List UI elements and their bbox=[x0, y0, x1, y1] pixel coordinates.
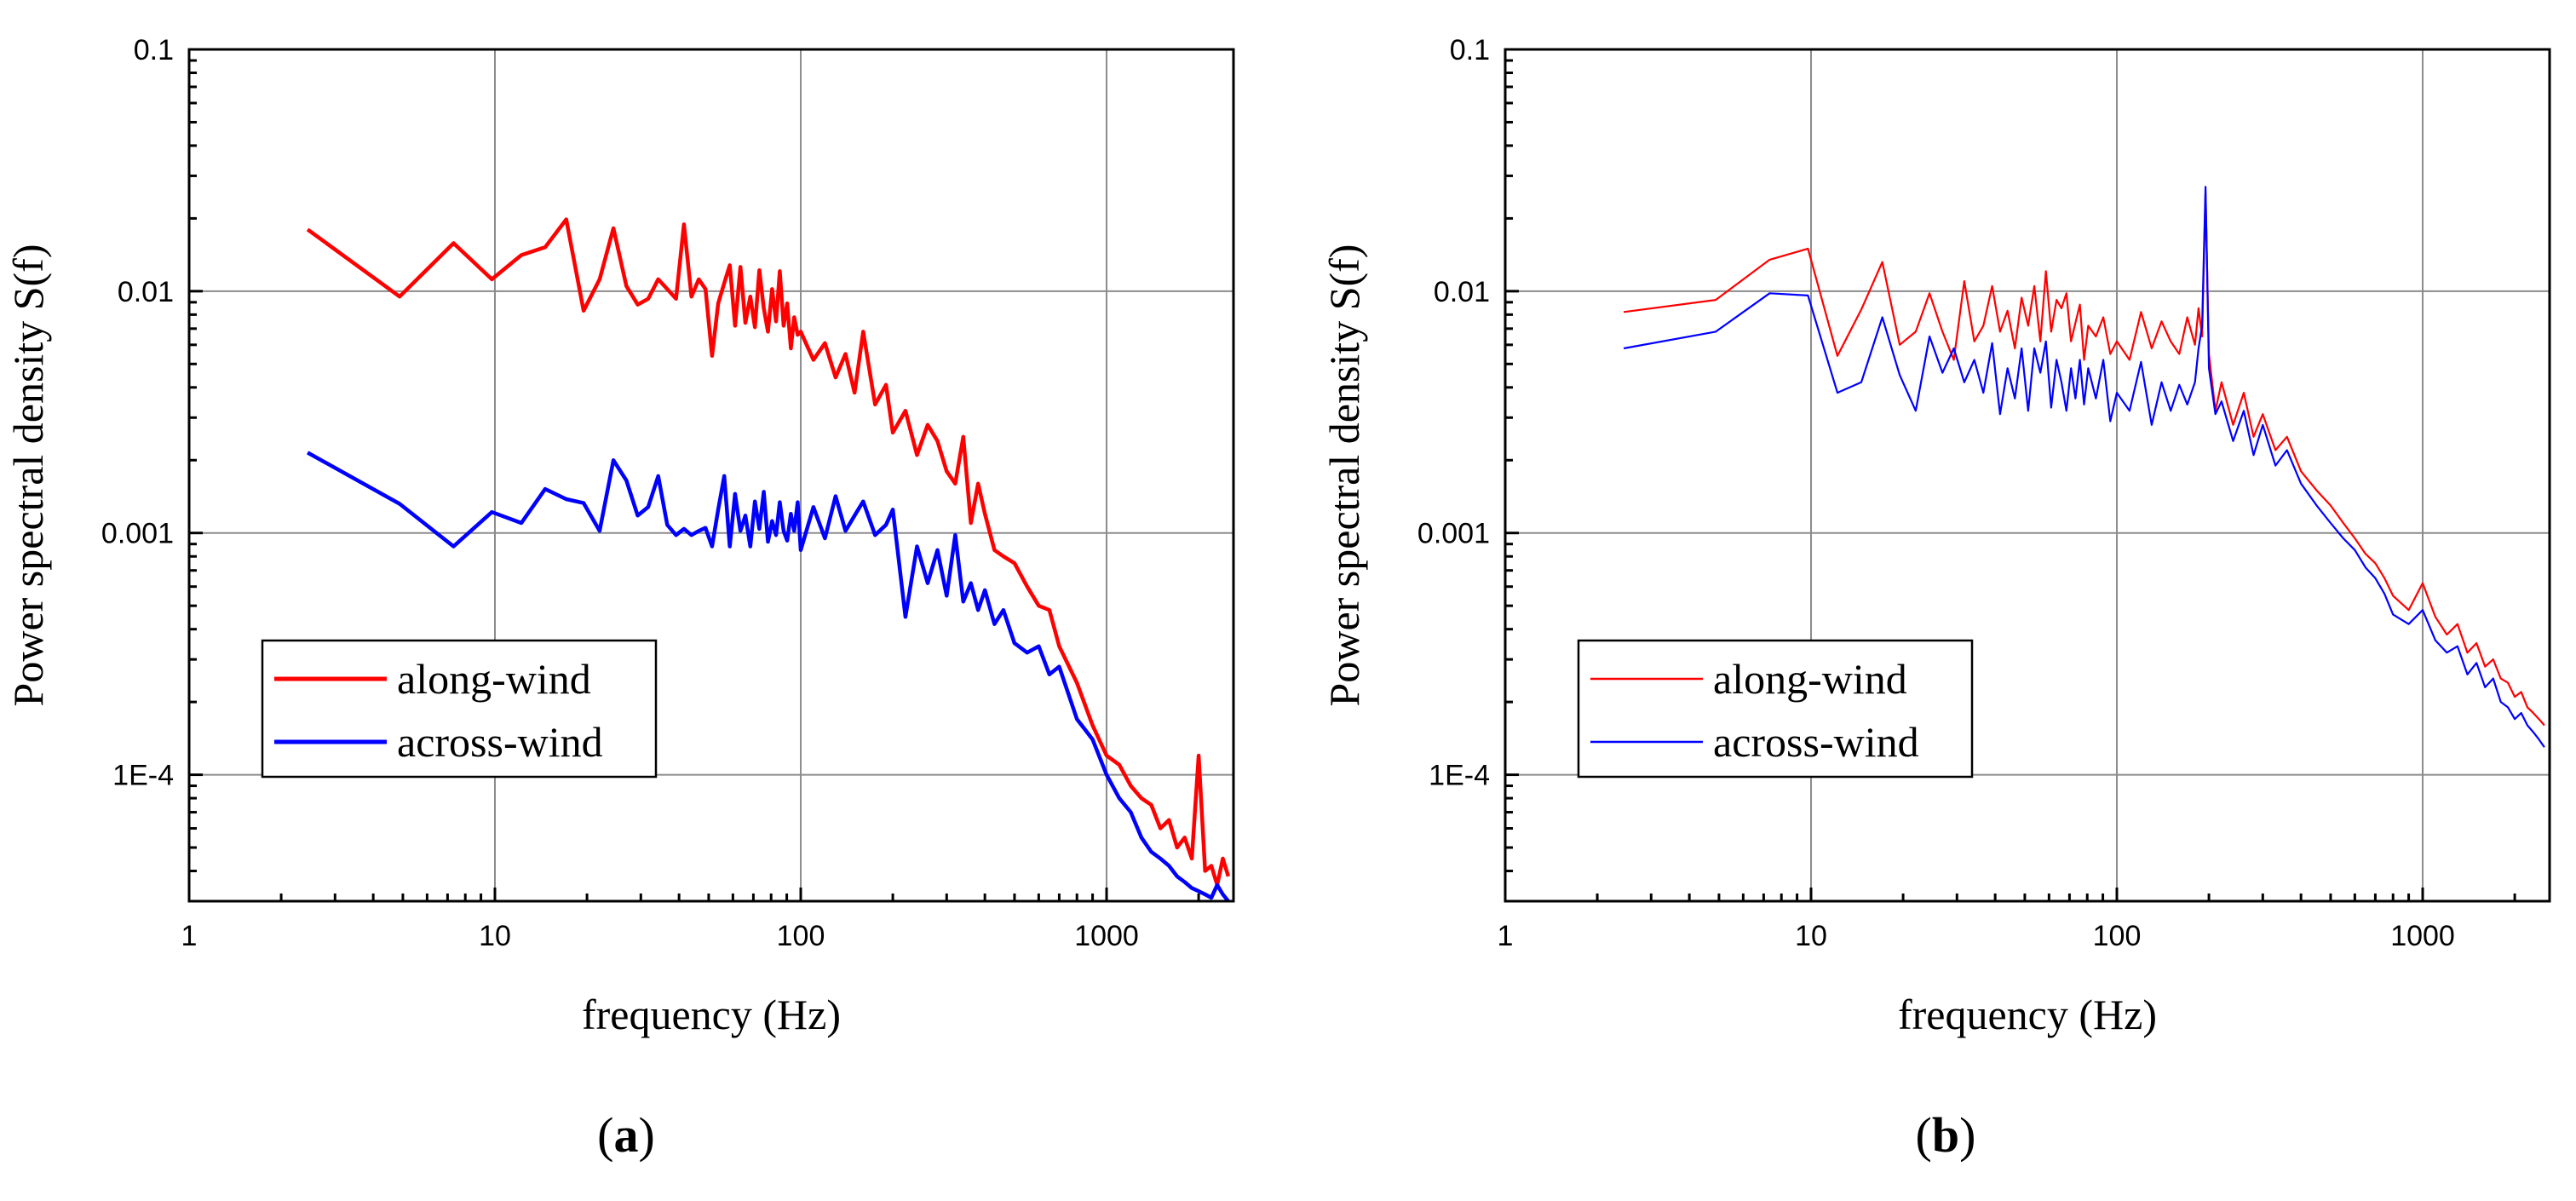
y-tick-label: 0.001 bbox=[1417, 518, 1490, 550]
x-tick-label: 1 bbox=[1498, 920, 1514, 952]
y-tick-label: 1E-4 bbox=[1429, 760, 1490, 792]
y-tick-label: 0.1 bbox=[1450, 34, 1490, 66]
x-tick-label: 1000 bbox=[1074, 920, 1139, 952]
legend-box bbox=[1577, 639, 1974, 779]
y-tick-label: 1E-4 bbox=[112, 760, 174, 792]
series-line-across-wind bbox=[1623, 186, 2545, 748]
y-tick-label: 0.001 bbox=[101, 518, 174, 550]
x-axis-title: frequency (Hz) bbox=[582, 991, 841, 1038]
chart-panel-b: 1 10 100 1000 1E-4 0.001 0.01 0.1 frequency (Hz)… bbox=[1320, 34, 2551, 1163]
series-line-along-wind bbox=[1623, 192, 2545, 727]
series-line-along-wind bbox=[306, 217, 1231, 888]
y-axis-title: Power spectral density S(f) bbox=[4, 244, 52, 707]
panel-label-open-paren: ( bbox=[1916, 1107, 1932, 1163]
legend-box bbox=[261, 639, 658, 779]
x-tick-label: 100 bbox=[777, 920, 825, 952]
panel-label: (a) bbox=[597, 1107, 655, 1163]
legend: along-wind across-wind bbox=[261, 639, 658, 779]
y-tick-label: 0.1 bbox=[134, 34, 174, 66]
series-lines bbox=[1623, 186, 2545, 748]
legend-label-across-wind: across-wind bbox=[1713, 718, 1919, 766]
x-tick-label: 1 bbox=[181, 920, 198, 952]
panel-label: (b) bbox=[1916, 1107, 1976, 1163]
legend: along-wind across-wind bbox=[1577, 639, 1974, 779]
legend-label-across-wind: across-wind bbox=[397, 718, 603, 766]
axes-frame bbox=[187, 48, 1235, 903]
legend-label-along-wind: along-wind bbox=[397, 655, 591, 703]
y-axis-title: Power spectral density S(f) bbox=[1320, 244, 1368, 707]
panel-label-close-paren: ) bbox=[1959, 1107, 1975, 1163]
panel-label-letter: a bbox=[614, 1107, 639, 1163]
x-tick-label: 10 bbox=[1795, 920, 1827, 952]
x-tick-label: 100 bbox=[2093, 920, 2142, 952]
y-tick-label: 0.01 bbox=[118, 276, 174, 308]
panel-label-open-paren: ( bbox=[597, 1107, 613, 1163]
chart-panel-a: 1 10 100 1000 1E-4 0.001 0.01 0.1 frequency (Hz)… bbox=[4, 34, 1235, 1163]
series-line-across-wind bbox=[307, 451, 1230, 901]
y-tick-label: 0.01 bbox=[1434, 276, 1490, 308]
panel-label-letter: b bbox=[1932, 1107, 1959, 1163]
series-lines bbox=[306, 217, 1231, 901]
panel-label-close-paren: ) bbox=[639, 1107, 655, 1163]
axes-frame bbox=[1504, 48, 2551, 903]
legend-label-along-wind: along-wind bbox=[1713, 655, 1907, 703]
x-axis-title: frequency (Hz) bbox=[1898, 991, 2157, 1038]
x-tick-label: 1000 bbox=[2390, 920, 2455, 952]
x-tick-label: 10 bbox=[479, 920, 511, 952]
